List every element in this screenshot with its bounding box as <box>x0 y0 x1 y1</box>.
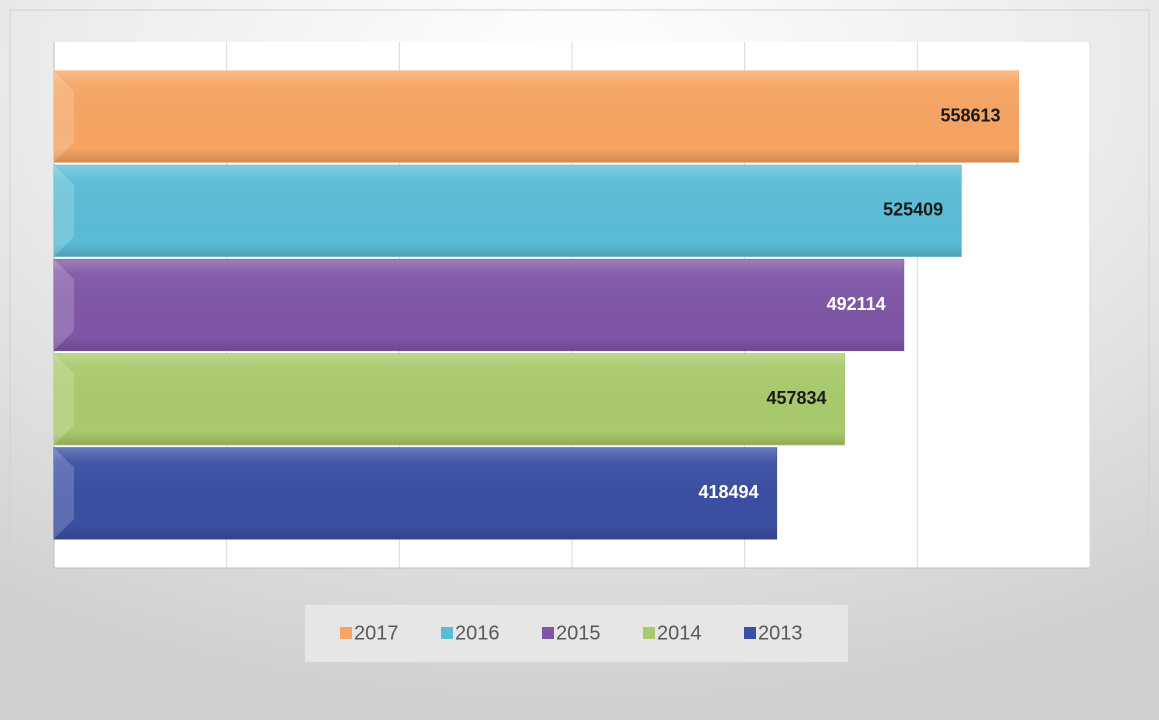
bar-bevel <box>54 447 74 539</box>
value-label: 457834 <box>766 388 826 408</box>
bar-bevel <box>54 259 74 351</box>
legend-swatch <box>744 627 756 639</box>
bar-shine <box>54 353 845 445</box>
legend-swatch <box>643 627 655 639</box>
legend-label: 2016 <box>455 622 500 644</box>
legend-label: 2015 <box>556 622 601 644</box>
bar-shine <box>54 447 777 539</box>
bar-shine <box>54 259 904 351</box>
bar-bevel <box>54 165 74 257</box>
bar-shine <box>54 165 962 257</box>
legend-label: 2014 <box>657 622 702 644</box>
legend-swatch <box>441 627 453 639</box>
frame <box>9 9 1150 711</box>
legend-swatch <box>340 627 352 639</box>
legend-label: 2017 <box>354 622 399 644</box>
value-label: 492114 <box>827 294 886 314</box>
bar-shine <box>54 71 1019 163</box>
value-label: 558613 <box>940 105 1000 125</box>
legend-box <box>305 605 848 662</box>
bar-bevel <box>54 353 74 445</box>
bar-bevel <box>54 71 74 163</box>
legend-label: 2013 <box>758 622 803 644</box>
value-label: 418494 <box>699 482 759 502</box>
legend-swatch <box>542 627 554 639</box>
value-label: 525409 <box>883 200 943 220</box>
